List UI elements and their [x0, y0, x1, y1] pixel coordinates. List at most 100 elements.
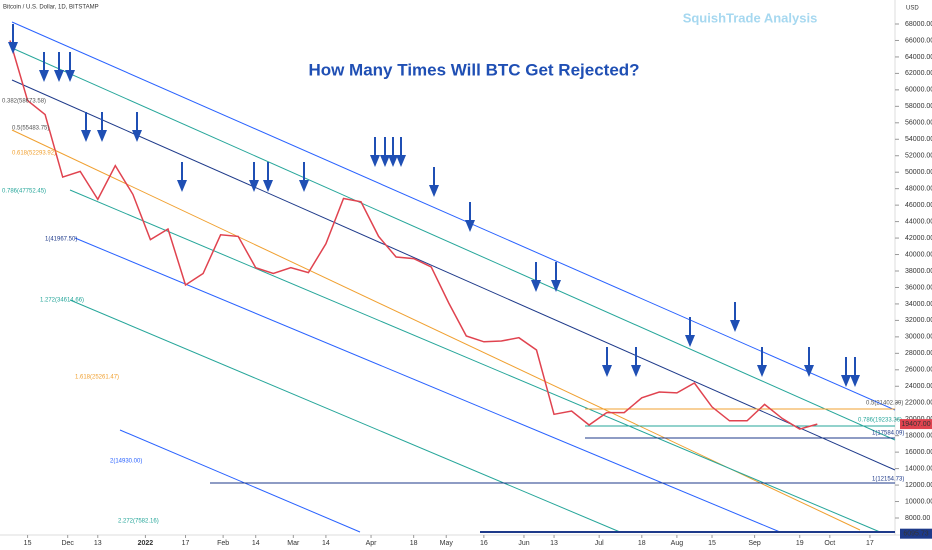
y-tick-label: 68000.00: [905, 21, 932, 28]
arrow-head: [396, 155, 406, 167]
x-tick-label: 17: [866, 540, 874, 547]
arrow-head: [249, 180, 259, 192]
y-tick-label: 58000.00: [905, 103, 932, 110]
arrow-head: [370, 155, 380, 167]
fib-label: 0.5(21402.39): [866, 401, 903, 407]
y-tick-label: 16000.00: [905, 449, 932, 456]
arrow-head: [388, 155, 398, 167]
y-tick-label: 26000.00: [905, 367, 932, 374]
arrow-head: [531, 280, 541, 292]
arrow-head: [551, 280, 561, 292]
y-tick-label: 24000.00: [905, 383, 932, 390]
y-tick-label: 52000.00: [905, 153, 932, 160]
channel-line: [11, 47, 896, 441]
channel-line: [11, 21, 896, 411]
x-tick-label: Sep: [748, 540, 761, 547]
x-tick-label: 14: [322, 540, 330, 547]
fib-label: 1(12154.73): [872, 477, 904, 483]
x-tick-label: Jul: [595, 540, 604, 547]
low-tag: [900, 528, 932, 539]
y-tick-label: 38000.00: [905, 268, 932, 275]
x-tick-label: May: [440, 540, 454, 547]
arrow-head: [39, 70, 49, 82]
y-tick-label: 22000.00: [905, 400, 932, 407]
arrow-head: [757, 365, 767, 377]
x-tick-label: 18: [410, 540, 418, 547]
x-tick-label: 17: [182, 540, 190, 547]
arrow-head: [97, 130, 107, 142]
watermark: SquishTrade Analysis: [683, 10, 818, 25]
y-tick-label: 36000.00: [905, 284, 932, 291]
y-tick-label: 42000.00: [905, 235, 932, 242]
arrow-head: [804, 365, 814, 377]
y-tick-label: 32000.00: [905, 317, 932, 324]
y-tick-label: 54000.00: [905, 136, 932, 143]
price-line: [9, 40, 818, 430]
x-tick-label: 14: [252, 540, 260, 547]
x-tick-label: Dec: [61, 540, 74, 547]
x-tick-label: Aug: [671, 540, 684, 547]
low-tag-label: 6095.73: [903, 531, 928, 538]
channel-line: [69, 299, 621, 533]
channel-line: [11, 129, 861, 531]
y-tick-label: 28000.00: [905, 350, 932, 357]
y-tick-label: 44000.00: [905, 218, 932, 225]
current-price-tag-label: 19407.00: [901, 421, 930, 428]
x-tick-label: Oct: [824, 540, 835, 547]
arrow-head: [602, 365, 612, 377]
x-tick-label: 16: [480, 540, 488, 547]
y-tick-label: 66000.00: [905, 37, 932, 44]
arrow-head: [299, 180, 309, 192]
fib-label: 1(41967.50): [45, 237, 77, 243]
arrow-head: [81, 130, 91, 142]
arrow-head: [132, 130, 142, 142]
y-tick-label: 48000.00: [905, 186, 932, 193]
y-tick-label: 12000.00: [905, 482, 932, 489]
arrow-head: [465, 220, 475, 232]
arrow-head: [8, 42, 18, 54]
channel-line: [119, 429, 361, 533]
channel-line: [11, 79, 896, 471]
y-tick-label: 60000.00: [905, 87, 932, 94]
channels: [11, 21, 896, 533]
fib-label: 2.272(7582.16): [118, 519, 159, 525]
y-tick-label: 30000.00: [905, 334, 932, 341]
x-tick-label: Feb: [217, 540, 229, 547]
arrow-head: [685, 335, 695, 347]
arrow-head: [263, 180, 273, 192]
header: Bitcoin / U.S. Dollar, 1D, BITSTAMP: [3, 5, 99, 11]
arrow-head: [850, 375, 860, 387]
x-tick-label: Apr: [366, 540, 378, 547]
fib-label: 0.5(55483.75): [12, 126, 49, 132]
x-tick-label: Jun: [518, 540, 529, 547]
arrow-head: [841, 375, 851, 387]
y-unit: USD: [906, 6, 919, 12]
fib-label: 1(17584.09): [872, 431, 904, 437]
x-tick-label: Mar: [287, 540, 300, 547]
y-tick-label: 56000.00: [905, 120, 932, 127]
fib-label: 2(14930.00): [110, 459, 142, 465]
y-tick-label: 62000.00: [905, 70, 932, 77]
x-tick-label: 15: [24, 540, 32, 547]
fib-label: 1.272(34614.66): [40, 298, 84, 304]
x-tick-label: 18: [638, 540, 646, 547]
chart-title: How Many Times Will BTC Get Rejected?: [308, 60, 639, 79]
arrow-head: [54, 70, 64, 82]
fib-label: 0.382(58673.58): [2, 99, 46, 105]
y-tick-label: 14000.00: [905, 465, 932, 472]
arrow-head: [177, 180, 187, 192]
y-tick-label: 46000.00: [905, 202, 932, 209]
arrow-head: [730, 320, 740, 332]
arrow-head: [65, 70, 75, 82]
y-tick-label: 40000.00: [905, 251, 932, 258]
x-tick-label: 15: [708, 540, 716, 547]
arrow-head: [631, 365, 641, 377]
x-tick-label: 13: [94, 540, 102, 547]
fib-label: 0.618(52293.92): [12, 151, 56, 157]
channel-line: [69, 189, 881, 533]
arrow-head: [429, 185, 439, 197]
arrow-head: [380, 155, 390, 167]
y-tick-label: 8000.00: [905, 515, 930, 522]
